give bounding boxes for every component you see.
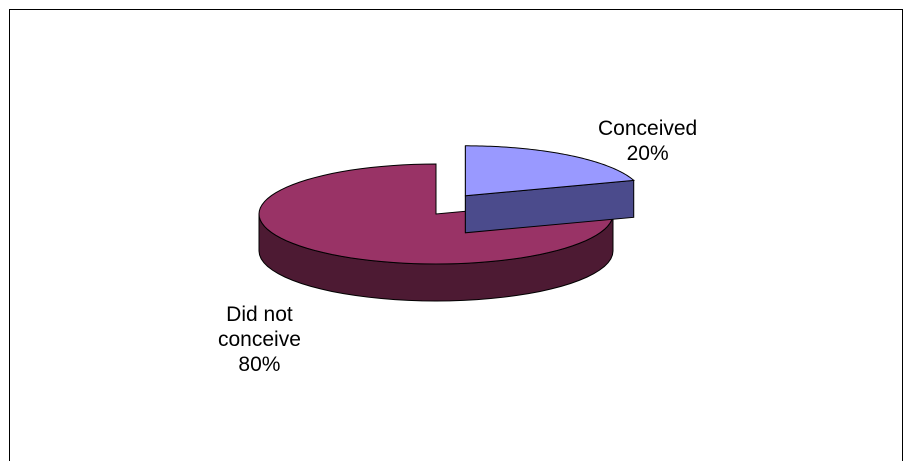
slice-percent-conceived: 20%: [626, 142, 669, 165]
label-did-not-conceive: Did not conceive 80%: [218, 302, 301, 377]
label-conceived: Conceived 20%: [598, 116, 697, 166]
slice-label-did-not-conceive-line1: Did not: [226, 303, 293, 326]
pie-slice-did-not-conceive: [258, 163, 614, 265]
slice-percent-did-not-conceive: 80%: [238, 353, 281, 376]
slice-label-conceived: Conceived: [598, 117, 698, 140]
slice-label-did-not-conceive-line2: conceive: [218, 328, 301, 351]
pie-slice-conceived: [464, 145, 635, 197]
